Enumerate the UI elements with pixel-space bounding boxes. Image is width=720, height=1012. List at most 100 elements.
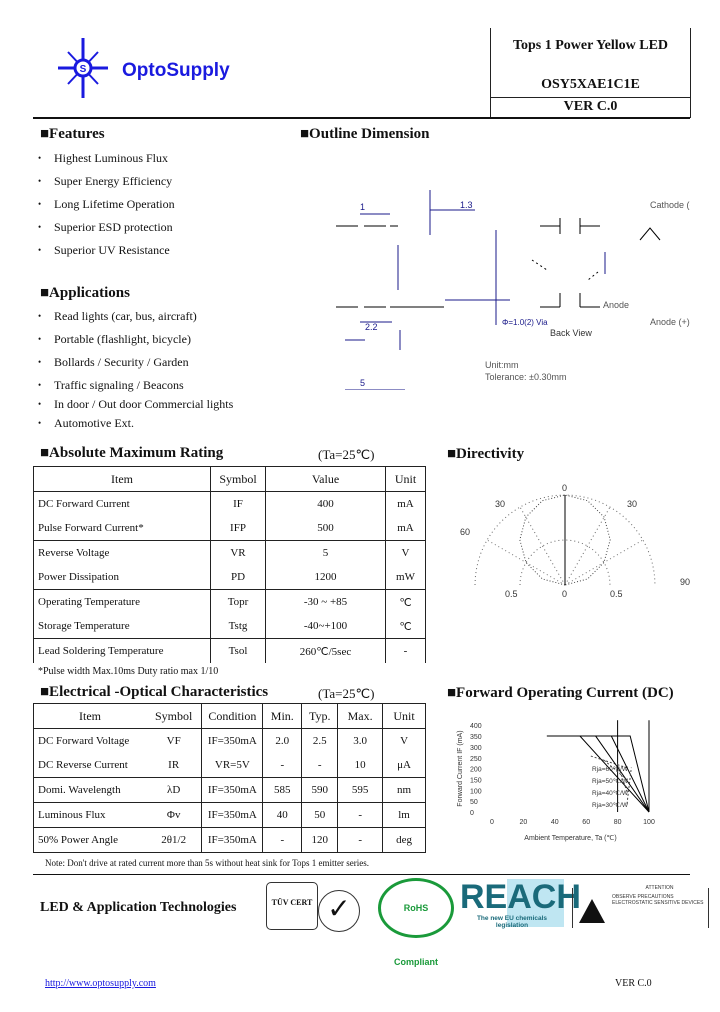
tuv-logo: TÜV CERT <box>266 882 318 930</box>
header-divider <box>490 97 690 98</box>
forward-current-heading: ■Forward Operating Current (DC) <box>447 685 674 701</box>
legend-label: Rja=40℃/W <box>592 790 629 797</box>
application-item: Read lights (car, bus, aircraft) <box>38 309 197 324</box>
abs-max-footnote: *Pulse width Max.10ms Duty ratio max 1/1… <box>38 666 219 677</box>
anode-label: Anode (+) <box>650 317 690 327</box>
unit-label: Unit:mm <box>485 360 519 370</box>
eo-note: Note: Don't drive at rated current more … <box>45 858 369 868</box>
features-heading: ■Features <box>40 126 105 142</box>
abs-max-heading: ■Absolute Maximum Rating <box>40 445 224 461</box>
application-item: In door / Out door Commercial lights <box>38 397 233 412</box>
reach-logo: REACH The new EU chemicals legislation <box>460 878 581 929</box>
website-link[interactable]: http://www.optosupply.com <box>45 978 156 989</box>
x-tick-label: 20 <box>520 819 528 826</box>
polar-grid-spoke <box>519 506 566 586</box>
product-title: Tops 1 Power Yellow LED <box>512 38 669 53</box>
abs-max-table: Item Symbol Value Unit DC Forward Current IF… <box>33 466 426 663</box>
footer-rule <box>33 874 690 875</box>
table-row: Reverse Voltage VR 5 V <box>33 540 426 565</box>
header-rule <box>33 117 690 119</box>
abs-max-condition: (Ta=25℃) <box>318 447 375 462</box>
table-row: Lead Soldering Temperature Tsol 260℃/5sec - <box>33 638 426 663</box>
rohs-logo: RoHS Compliant <box>378 878 454 967</box>
feature-item: Superior ESD protection <box>38 220 173 235</box>
legend-label: Rja=60℃/W <box>592 766 629 773</box>
svg-text:Φ=1.0(2) Via: Φ=1.0(2) Via <box>502 318 548 327</box>
cathode-label: Cathode (-) <box>650 200 690 210</box>
table-row: Operating Temperature Topr -30 ~ +85 ℃ <box>33 589 426 614</box>
tolerance-label: Tolerance: ±0.30mm <box>485 372 566 382</box>
back-view-label: Back View <box>550 328 592 338</box>
feature-item: Highest Luminous Flux <box>38 151 168 166</box>
esd-attention: ATTENTION OBSERVE PRECAUTIONS ELECTROSTA… <box>612 885 704 906</box>
x-tick-label: 60 <box>582 819 590 826</box>
angle-tick-label: 30 <box>627 499 637 509</box>
y-tick-label: 200 <box>470 767 482 774</box>
y-tick-label: 0 <box>470 810 474 817</box>
optosupply-logo-icon: S <box>58 38 108 98</box>
check-cert-icon: ✓ <box>318 890 360 932</box>
legend-leader <box>589 755 628 769</box>
series-line <box>546 735 650 813</box>
angle-tick-label: 60 <box>460 527 470 537</box>
y-axis-label: Forward Current IF (mA) <box>457 730 464 806</box>
x-tick-label: 80 <box>614 819 622 826</box>
header-divider <box>490 28 491 118</box>
radial-tick-label: 0.5 <box>505 589 518 599</box>
application-item: Automotive Ext. <box>38 416 134 431</box>
svg-text:2.2: 2.2 <box>365 322 378 332</box>
table-row: Luminous Flux Φv IF=350mA 40 50- lm <box>32 802 426 828</box>
application-item: Bollards / Security / Garden <box>38 355 189 370</box>
x-tick-label: 40 <box>551 819 559 826</box>
legend-label: Rja=30℃/W <box>592 802 629 809</box>
x-tick-label: 0 <box>490 819 494 826</box>
table-row: DC Forward Current IF 400 mA <box>33 491 426 516</box>
series-line <box>546 735 650 813</box>
y-tick-label: 300 <box>470 745 482 752</box>
y-tick-label: 50 <box>470 799 478 806</box>
svg-text:1.3: 1.3 <box>460 200 473 210</box>
polar-grid-spoke <box>564 506 611 586</box>
legend-leader <box>616 763 628 792</box>
directivity-chart: 0 30 30 60 90 0.5 0 0.5 <box>460 483 690 599</box>
y-tick-label: 400 <box>470 723 482 730</box>
eo-condition: (Ta=25℃) <box>318 686 375 701</box>
y-tick-label: 350 <box>470 734 482 741</box>
eo-heading: ■Electrical -Optical Characteristics <box>40 684 269 700</box>
header-divider <box>690 28 691 118</box>
forward-current-chart: 0 20 40 60 80 100 0 50 100 150 200 250 300 350 400 Rja=… <box>457 720 655 842</box>
outline-heading: ■Outline Dimension <box>300 126 430 142</box>
angle-tick-label: 90 <box>680 577 690 587</box>
polar-grid-spoke <box>564 539 644 586</box>
x-tick-label: 100 <box>643 819 655 826</box>
applications-heading: ■Applications <box>40 285 130 301</box>
legend-label: Rja=50℃/W <box>592 778 629 785</box>
polar-grid-spoke <box>486 539 566 586</box>
footer-tagline: LED & Application Technologies <box>40 900 237 915</box>
table-row: DC Forward Voltage VF IF=350mA 2.0 2.5 3.0 V <box>32 728 426 753</box>
table-row: Pulse Forward Current* IFP 500 mA <box>33 516 426 541</box>
application-item: Portable (flashlight, bicycle) <box>38 332 191 347</box>
series-line <box>546 735 650 813</box>
eo-table: Item Symbol Condition Min. Typ. Max. Unit DC F… <box>32 703 426 853</box>
table-row: DC Reverse Current IR VR=5V - -10 μA <box>32 753 426 778</box>
table-row: 50% Power Angle 2θ1/2 IF=350mA -120- deg <box>32 827 426 853</box>
esd-warning-icon <box>579 899 605 923</box>
outline-drawing: Cathode (-) Anode (+) Anode Back View Un… <box>336 190 690 390</box>
svg-text:5: 5 <box>360 378 365 388</box>
feature-item: Long Lifetime Operation <box>38 197 175 212</box>
angle-tick-label: 30 <box>495 499 505 509</box>
svg-text:S: S <box>80 64 87 75</box>
application-item: Traffic signaling / Beacons <box>38 378 184 393</box>
brand-name: OptoSupply <box>122 60 230 81</box>
y-tick-label: 100 <box>470 788 482 795</box>
y-tick-label: 150 <box>470 777 482 784</box>
radial-tick-label: 0.5 <box>610 589 623 599</box>
table-row: Storage Temperature Tstg -40~+100 ℃ <box>33 614 426 639</box>
x-axis-label: Ambient Temperature, Ta (℃) <box>524 835 616 842</box>
legend-leader <box>603 759 628 781</box>
series-line <box>546 735 650 813</box>
anode-pin-label: Anode <box>603 300 629 310</box>
part-number: OSY5XAE1C1E <box>541 77 640 92</box>
